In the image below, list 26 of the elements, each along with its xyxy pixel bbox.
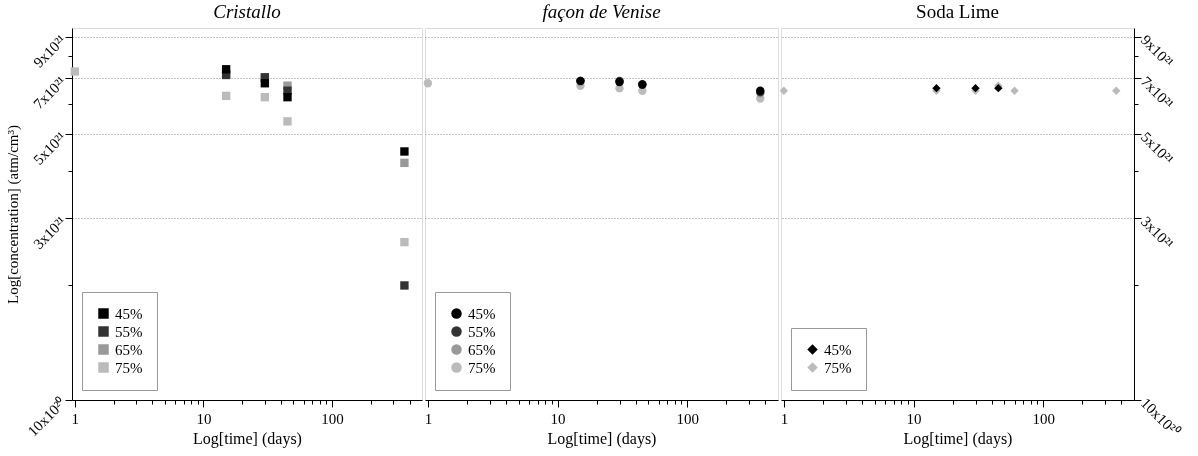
x-tick-label: 10 <box>550 410 566 427</box>
legend-label: 75% <box>824 359 852 376</box>
chart-title: façon de Venise <box>542 1 661 22</box>
chart-title: Cristallo <box>213 1 281 22</box>
x-tick-label: 1 <box>780 410 789 427</box>
legend-label: 55% <box>115 323 143 340</box>
x-tick-label: 100 <box>1032 410 1056 427</box>
x-tick-label: 10 <box>196 410 212 427</box>
legend-label: 45% <box>468 305 496 322</box>
x-axis-title: Log[time] (days) <box>193 429 302 448</box>
x-axis-title: Log[time] (days) <box>903 429 1013 448</box>
legend-label: 75% <box>468 359 496 376</box>
x-tick-label: 10 <box>906 410 922 427</box>
legend-label: 55% <box>468 323 496 340</box>
legend-label: 75% <box>115 359 143 376</box>
chart-title: Soda Lime <box>916 1 999 22</box>
x-tick-label: 100 <box>321 410 344 427</box>
legend-label: 45% <box>115 305 143 322</box>
y-axis-title: Log[concentration] (atm/cm³) <box>5 124 23 305</box>
legend-label: 65% <box>468 341 496 358</box>
x-tick-label: 1 <box>424 410 433 427</box>
legend-label: 45% <box>824 341 852 358</box>
x-tick-label: 100 <box>676 410 700 427</box>
x-tick-label: 1 <box>71 410 80 427</box>
x-axis-title: Log[time] (days) <box>547 429 657 448</box>
legend-label: 65% <box>115 341 143 358</box>
